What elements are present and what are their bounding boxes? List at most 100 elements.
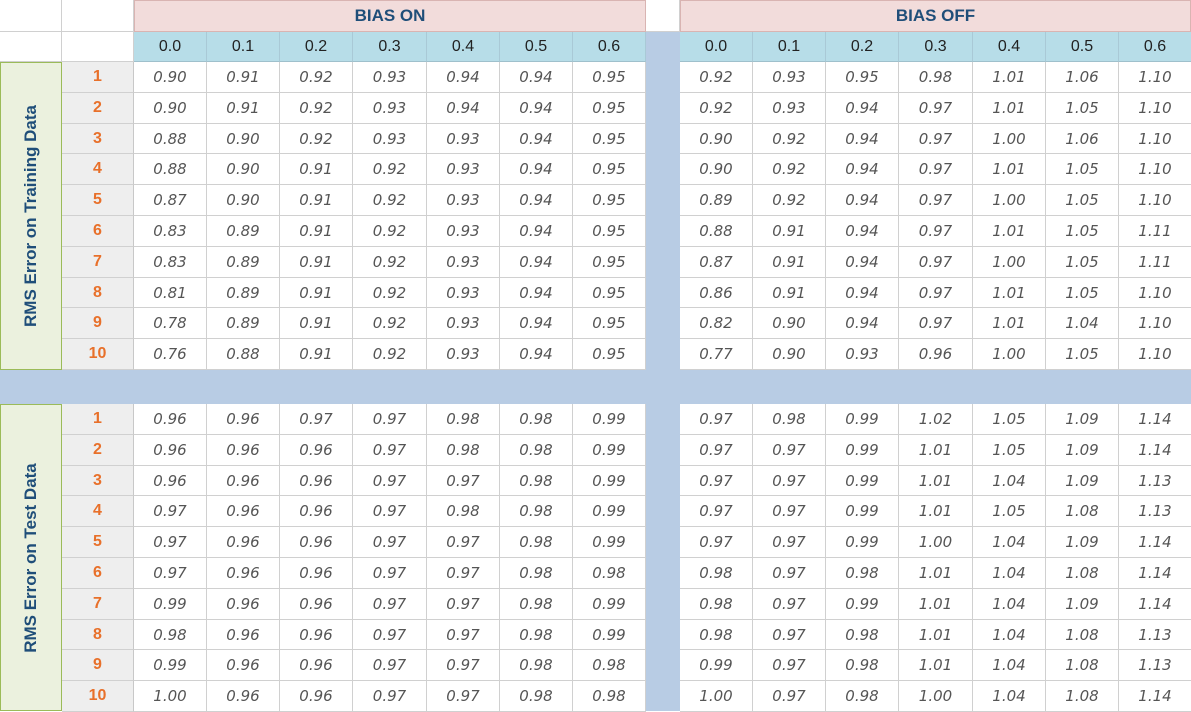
column-header[interactable]: 0.1	[753, 32, 826, 62]
value-cell[interactable]: 0.95	[573, 216, 646, 247]
value-cell[interactable]: 0.98	[826, 619, 899, 651]
value-cell[interactable]: 1.13	[1119, 466, 1191, 497]
row-index[interactable]: 3	[62, 465, 134, 497]
value-cell[interactable]: 1.10	[1119, 124, 1191, 155]
value-cell[interactable]: 0.94	[500, 92, 573, 124]
value-cell[interactable]: 0.89	[207, 308, 280, 340]
column-header[interactable]: 0.4	[427, 32, 500, 62]
value-cell[interactable]: 0.97	[899, 92, 973, 124]
value-cell[interactable]: 0.97	[899, 154, 973, 186]
row-index[interactable]: 4	[62, 154, 134, 186]
value-cell[interactable]: 0.92	[353, 216, 427, 247]
value-cell[interactable]: 0.91	[280, 216, 353, 247]
value-cell[interactable]: 1.14	[1119, 681, 1191, 712]
value-cell[interactable]: 0.94	[826, 92, 899, 124]
value-cell[interactable]: 0.92	[353, 246, 427, 278]
value-cell[interactable]: 1.14	[1119, 558, 1191, 589]
value-cell[interactable]: 0.92	[680, 62, 753, 93]
value-cell[interactable]: 1.08	[1046, 650, 1119, 682]
value-cell[interactable]: 0.97	[427, 527, 500, 558]
value-cell[interactable]: 0.83	[134, 246, 207, 278]
value-cell[interactable]: 0.97	[427, 588, 500, 620]
value-cell[interactable]: 0.95	[573, 62, 646, 93]
value-cell[interactable]: 0.93	[353, 92, 427, 124]
row-index[interactable]: 2	[62, 434, 134, 466]
value-cell[interactable]: 1.05	[1046, 339, 1119, 370]
value-cell[interactable]: 1.00	[134, 681, 207, 712]
row-index[interactable]: 5	[62, 185, 134, 216]
value-cell[interactable]: 1.04	[973, 465, 1046, 497]
value-cell[interactable]: 1.05	[1046, 154, 1119, 186]
value-cell[interactable]: 0.94	[500, 123, 573, 155]
value-cell[interactable]: 0.97	[753, 650, 826, 682]
value-cell[interactable]: 0.99	[134, 650, 207, 682]
value-cell[interactable]: 0.91	[753, 216, 826, 247]
value-cell[interactable]: 0.98	[500, 465, 573, 497]
value-cell[interactable]: 0.94	[826, 154, 899, 186]
value-cell[interactable]: 0.94	[500, 246, 573, 278]
value-cell[interactable]: 0.97	[134, 558, 207, 589]
value-cell[interactable]: 0.95	[573, 123, 646, 155]
column-header[interactable]: 0.0	[134, 32, 207, 62]
value-cell[interactable]: 0.99	[573, 404, 646, 435]
value-cell[interactable]: 0.86	[680, 277, 753, 309]
value-cell[interactable]: 1.14	[1119, 527, 1191, 558]
value-cell[interactable]: 1.01	[973, 277, 1046, 309]
value-cell[interactable]: 0.95	[826, 62, 899, 93]
value-cell[interactable]: 0.97	[680, 496, 753, 528]
value-cell[interactable]: 0.93	[427, 123, 500, 155]
value-cell[interactable]: 1.13	[1119, 496, 1191, 528]
value-cell[interactable]: 0.98	[573, 650, 646, 682]
value-cell[interactable]: 0.88	[134, 154, 207, 186]
bias-on-header[interactable]: BIAS ON	[134, 0, 646, 32]
value-cell[interactable]: 0.99	[826, 465, 899, 497]
value-cell[interactable]: 0.96	[280, 650, 353, 682]
value-cell[interactable]: 0.89	[207, 216, 280, 247]
value-cell[interactable]: 1.05	[973, 404, 1046, 435]
value-cell[interactable]: 0.96	[899, 339, 973, 370]
value-cell[interactable]: 0.98	[500, 527, 573, 558]
value-cell[interactable]: 0.96	[207, 465, 280, 497]
value-cell[interactable]: 0.99	[826, 496, 899, 528]
value-cell[interactable]: 0.98	[500, 558, 573, 589]
value-cell[interactable]: 0.93	[427, 154, 500, 186]
value-cell[interactable]: 1.09	[1046, 465, 1119, 497]
value-cell[interactable]: 0.88	[207, 339, 280, 370]
value-cell[interactable]: 0.97	[753, 681, 826, 712]
value-cell[interactable]: 0.93	[826, 339, 899, 370]
value-cell[interactable]: 0.94	[500, 339, 573, 370]
value-cell[interactable]: 1.08	[1046, 558, 1119, 589]
value-cell[interactable]: 0.97	[753, 465, 826, 497]
column-header[interactable]: 0.2	[826, 32, 899, 62]
row-index[interactable]: 9	[62, 650, 134, 682]
value-cell[interactable]: 1.04	[973, 619, 1046, 651]
value-cell[interactable]: 0.97	[280, 404, 353, 435]
value-cell[interactable]: 0.98	[573, 558, 646, 589]
value-cell[interactable]: 0.98	[500, 434, 573, 466]
value-cell[interactable]: 1.14	[1119, 589, 1191, 620]
value-cell[interactable]: 0.93	[427, 216, 500, 247]
value-cell[interactable]: 0.98	[427, 496, 500, 528]
value-cell[interactable]: 0.97	[680, 527, 753, 558]
value-cell[interactable]: 1.01	[899, 465, 973, 497]
value-cell[interactable]: 0.94	[500, 277, 573, 309]
value-cell[interactable]: 0.97	[680, 404, 753, 435]
value-cell[interactable]: 0.97	[427, 681, 500, 712]
value-cell[interactable]: 1.01	[899, 650, 973, 682]
value-cell[interactable]: 1.00	[680, 681, 753, 712]
value-cell[interactable]: 0.90	[753, 339, 826, 370]
value-cell[interactable]: 0.98	[680, 588, 753, 620]
value-cell[interactable]: 1.04	[973, 650, 1046, 682]
value-cell[interactable]: 0.97	[753, 619, 826, 651]
value-cell[interactable]: 1.11	[1119, 216, 1191, 247]
value-cell[interactable]: 1.00	[973, 123, 1046, 155]
value-cell[interactable]: 0.97	[427, 558, 500, 589]
row-index[interactable]: 9	[62, 308, 134, 340]
value-cell[interactable]: 1.01	[899, 619, 973, 651]
column-header[interactable]: 0.1	[207, 32, 280, 62]
corner-cell[interactable]	[0, 0, 62, 32]
row-index[interactable]: 7	[62, 588, 134, 620]
value-cell[interactable]: 0.99	[573, 619, 646, 651]
column-header[interactable]: 0.0	[680, 32, 753, 62]
value-cell[interactable]: 1.04	[973, 681, 1046, 712]
